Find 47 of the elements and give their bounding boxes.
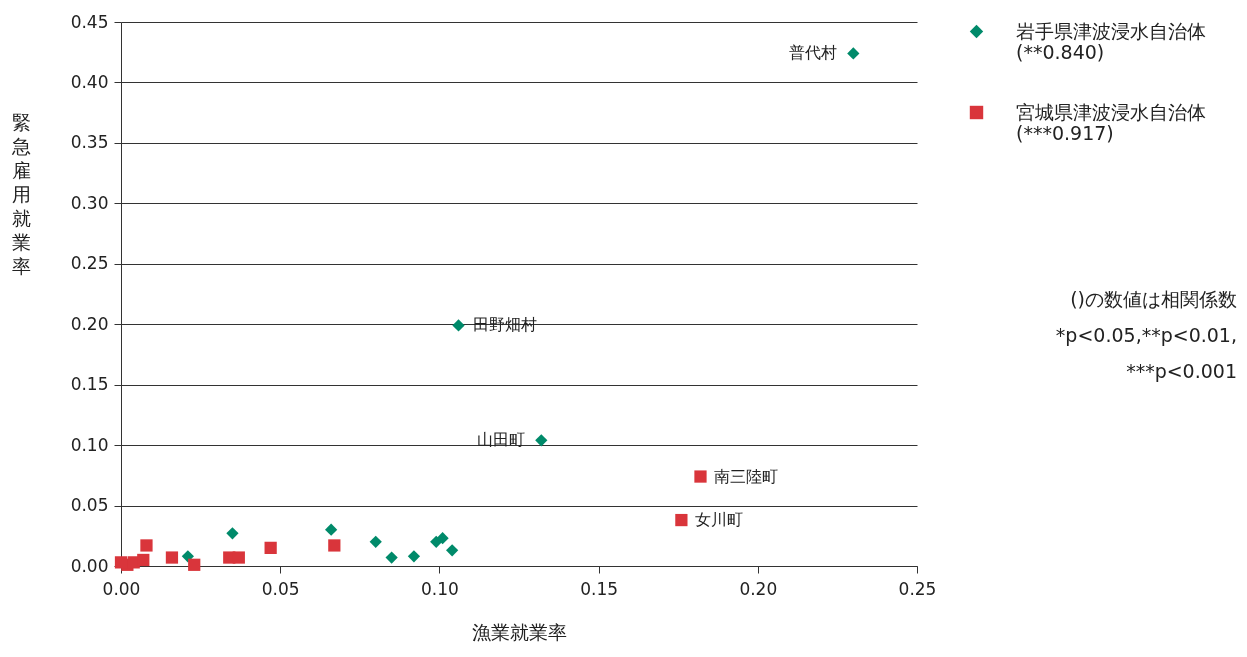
legend-label: 宮城県津波浸水自治体 (***0.917) [1016,100,1206,144]
point [675,513,688,527]
point [407,550,421,563]
y-tick-label: 0.20 [70,313,109,334]
text: *p<0.05,**p<0.01, [1055,324,1237,346]
point [452,319,465,332]
text: ***p<0.001 [1126,360,1237,382]
y-axis-title: 緊急雇用就業率 [11,110,31,277]
x-tick-label: 0.25 [898,578,937,599]
y-tick-label: 0.10 [70,434,109,455]
point [369,535,382,548]
text: ()の数値は相関係数 [1070,288,1237,310]
point [328,539,341,552]
y-tick-label: 0.45 [70,11,109,32]
x-tick-label: 0.00 [102,578,141,599]
y-tick-label: 0.15 [70,374,109,395]
x-tick-label: 0.20 [739,578,778,599]
y-tick-label: 0.00 [70,555,109,576]
x-axis-title: 漁業就業率 [472,620,567,643]
point [232,551,245,564]
point [188,558,201,571]
point [436,532,449,545]
point [446,544,459,557]
point [325,523,338,536]
y-tick-label: 0.05 [70,495,109,516]
annotation: 山田町 [477,430,526,450]
point [694,470,707,483]
annotation: 南三陸町 [714,466,779,486]
point [114,556,128,569]
point [847,47,860,60]
x-tick-label: 0.15 [580,578,619,599]
point [535,434,548,447]
x-tick-label: 0.10 [420,578,459,599]
y-tick-label: 0.25 [70,253,109,274]
y-tick-label: 0.30 [70,192,109,213]
point [137,553,150,567]
annotation: 普代村 [789,43,838,63]
point [226,527,239,540]
point [140,539,153,552]
legend-label: 岩手県津波浸水自治体 (**0.840) [1016,19,1206,63]
x-tick-label: 0.05 [261,578,300,599]
annotation: 女川町 [695,510,744,530]
point [264,541,277,554]
point [385,551,398,564]
y-tick-label: 0.35 [70,132,109,153]
y-tick-label: 0.40 [70,71,109,92]
point [165,551,179,564]
